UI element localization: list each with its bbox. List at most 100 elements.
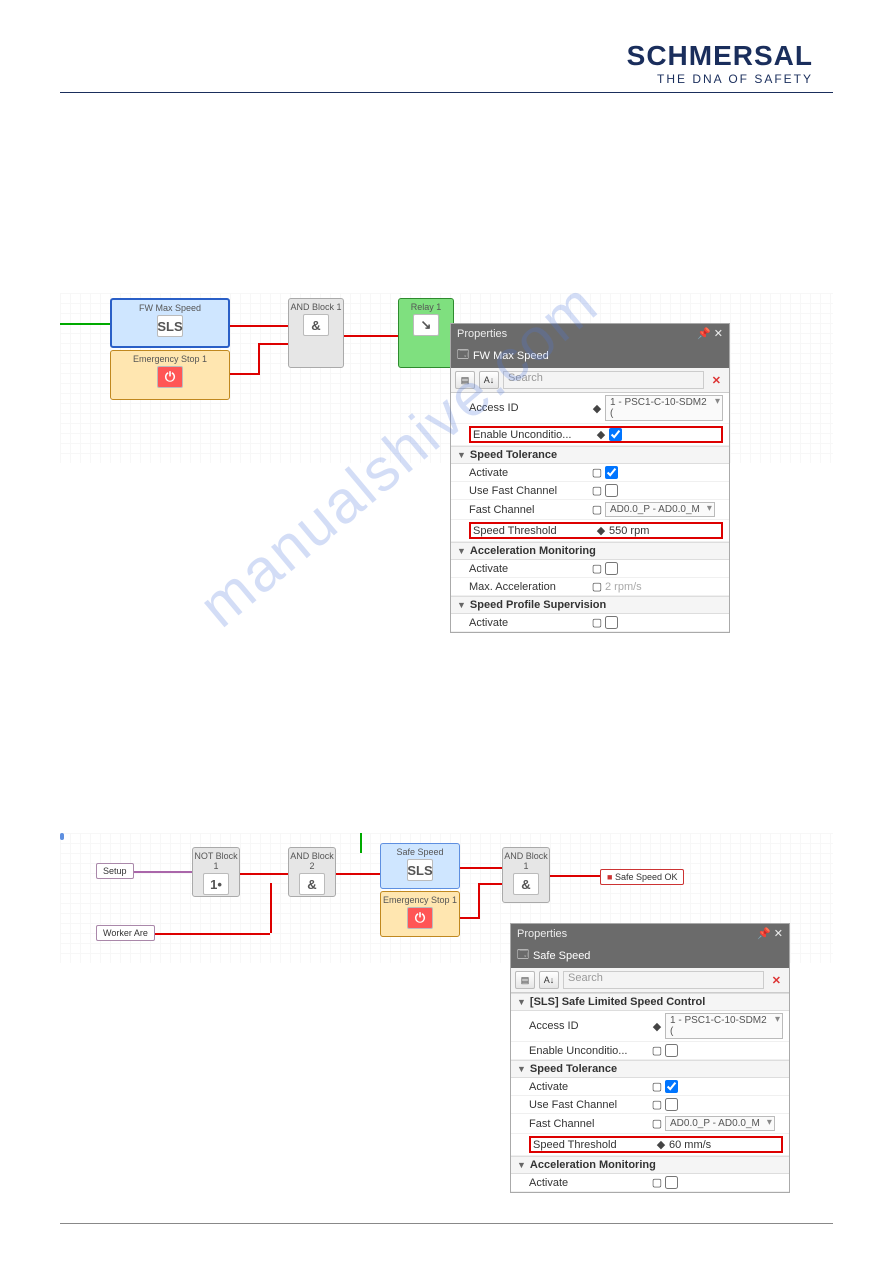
categorize-button[interactable]: ▤	[455, 371, 475, 389]
square-icon: ▢	[589, 562, 605, 575]
block-safe-speed[interactable]	[60, 833, 64, 840]
prop-label: Max. Acceleration	[469, 581, 589, 593]
wire	[258, 343, 260, 375]
wire	[458, 867, 503, 869]
search-input[interactable]: Search	[563, 971, 764, 989]
group-accel-monitoring[interactable]: ▼ Acceleration Monitoring	[511, 1156, 789, 1174]
wire	[360, 833, 362, 853]
block-and-2[interactable]: AND Block 2 &	[288, 847, 336, 897]
panel-toolbar: ▤ A↓ Search ✕	[451, 368, 729, 393]
block-label: AND Block 2	[289, 851, 335, 871]
collapse-icon: ▼	[457, 546, 466, 556]
prop-value: 2 rpm/s	[605, 581, 723, 593]
prop-row-enable-uncond[interactable]: Enable Unconditio... ▢	[511, 1042, 789, 1060]
group-speed-tolerance[interactable]: ▼ Speed Tolerance	[451, 446, 729, 464]
prop-row-fastchannel-val[interactable]: Fast Channel ▢ AD0.0_P - AD0.0_M	[511, 1114, 789, 1134]
block-label: Safe Speed OK	[615, 872, 678, 882]
fastchannel-dropdown[interactable]: AD0.0_P - AD0.0_M	[605, 502, 715, 517]
prop-row-fastchannel[interactable]: Use Fast Channel ▢	[511, 1096, 789, 1114]
enable-uncond-checkbox[interactable]	[609, 428, 622, 441]
prop-label: Access ID	[469, 402, 589, 414]
activate-checkbox[interactable]	[605, 616, 618, 629]
block-safe-speed[interactable]: Safe Speed SLS	[380, 843, 460, 889]
sort-az-button[interactable]: A↓	[539, 971, 559, 989]
panel-buttons: 📌 ✕	[697, 327, 723, 340]
panel-subtitle-row: 🗔 FW Max Speed	[451, 343, 729, 368]
categorize-button[interactable]: ▤	[515, 971, 535, 989]
prop-value: 550 rpm	[609, 525, 719, 537]
block-emergency-stop[interactable]: Emergency Stop 1 ⏻	[110, 350, 230, 400]
prop-row-fastchannel-val[interactable]: Fast Channel ▢ AD0.0_P - AD0.0_M	[451, 500, 729, 520]
block-safe-speed-ok[interactable]: ■ Safe Speed OK	[600, 869, 684, 885]
access-id-dropdown[interactable]: 1 - PSC1-C-10-SDM2 (	[665, 1013, 783, 1039]
diamond-icon: ◆	[593, 524, 609, 537]
estop-icon: ⏻	[157, 366, 183, 388]
prop-row-activate[interactable]: Activate ▢	[511, 1078, 789, 1096]
wire	[146, 933, 270, 935]
block-label: NOT Block 1	[193, 851, 239, 871]
fastchannel-checkbox[interactable]	[665, 1098, 678, 1111]
fastchannel-checkbox[interactable]	[605, 484, 618, 497]
activate-checkbox[interactable]	[605, 562, 618, 575]
collapse-icon: ▼	[517, 997, 526, 1007]
prop-label: Speed Threshold	[533, 1139, 653, 1151]
block-fw-max-speed[interactable]: FW Max Speed SLS	[110, 298, 230, 348]
prop-row-activate[interactable]: Activate ▢	[451, 464, 729, 482]
block-relay-1[interactable]: Relay 1 ↘	[398, 298, 454, 368]
block-and-1b[interactable]: AND Block 1 &	[502, 847, 550, 903]
panel-titlebar[interactable]: Properties 📌 ✕	[511, 924, 789, 943]
prop-row-maxaccel[interactable]: Max. Acceleration ▢ 2 rpm/s	[451, 578, 729, 596]
wire	[336, 873, 386, 875]
activate-checkbox[interactable]	[605, 466, 618, 479]
prop-row-activate2[interactable]: Activate ▢	[511, 1174, 789, 1192]
access-id-dropdown[interactable]: 1 - PSC1-C-10-SDM2 (	[605, 395, 723, 421]
panel-icon: 🗔	[457, 346, 469, 365]
prop-row-access-id[interactable]: Access ID ◆ 1 - PSC1-C-10-SDM2 (	[451, 393, 729, 424]
wire	[60, 323, 110, 325]
wire	[132, 871, 192, 873]
enable-uncond-checkbox[interactable]	[665, 1044, 678, 1057]
estop-icon: ⏻	[407, 907, 433, 929]
prop-row-speed-threshold[interactable]: Speed Threshold ◆ 60 mm/s	[511, 1134, 789, 1156]
panel-subtitle-row: 🗔 Safe Speed	[511, 943, 789, 968]
collapse-icon: ▼	[457, 450, 466, 460]
clear-search-icon[interactable]: ✕	[708, 374, 725, 387]
prop-row-speed-threshold[interactable]: Speed Threshold ◆ 550 rpm	[451, 520, 729, 542]
block-label: Safe Speed	[381, 847, 459, 857]
prop-label: Access ID	[529, 1020, 649, 1032]
collapse-icon: ▼	[517, 1064, 526, 1074]
group-sls-control[interactable]: ▼ [SLS] Safe Limited Speed Control	[511, 993, 789, 1011]
prop-row-access-id[interactable]: Access ID ◆ 1 - PSC1-C-10-SDM2 (	[511, 1011, 789, 1042]
and-icon: &	[303, 314, 329, 336]
block-setup[interactable]: Setup	[96, 863, 134, 879]
block-worker[interactable]: Worker Are	[96, 925, 155, 941]
sort-az-button[interactable]: A↓	[479, 371, 499, 389]
prop-row-activate3[interactable]: Activate ▢	[451, 614, 729, 632]
fastchannel-dropdown[interactable]: AD0.0_P - AD0.0_M	[665, 1116, 775, 1131]
panel-icon: 🗔	[517, 946, 529, 965]
group-label: Acceleration Monitoring	[530, 1159, 656, 1171]
block-label: AND Block 1	[289, 302, 343, 312]
group-speed-profile[interactable]: ▼ Speed Profile Supervision	[451, 596, 729, 614]
clear-search-icon[interactable]: ✕	[768, 974, 785, 987]
prop-row-enable-uncond[interactable]: Enable Unconditio... ◆	[451, 424, 729, 446]
prop-row-activate2[interactable]: Activate ▢	[451, 560, 729, 578]
wire	[458, 917, 478, 919]
block-not-1[interactable]: NOT Block 1 1•	[192, 847, 240, 897]
square-icon: ▢	[589, 616, 605, 629]
activate-checkbox[interactable]	[665, 1080, 678, 1093]
prop-label: Fast Channel	[469, 504, 589, 516]
prop-row-fastchannel[interactable]: Use Fast Channel ▢	[451, 482, 729, 500]
collapse-icon: ▼	[457, 600, 466, 610]
activate-checkbox[interactable]	[665, 1176, 678, 1189]
block-emergency-stop-2[interactable]: Emergency Stop 1 ⏻	[380, 891, 460, 937]
square-icon: ▢	[649, 1044, 665, 1057]
panel-buttons: 📌 ✕	[757, 927, 783, 940]
group-accel-monitoring[interactable]: ▼ Acceleration Monitoring	[451, 542, 729, 560]
group-speed-tolerance[interactable]: ▼ Speed Tolerance	[511, 1060, 789, 1078]
panel-titlebar[interactable]: Properties 📌 ✕	[451, 324, 729, 343]
search-input[interactable]: Search	[503, 371, 704, 389]
block-and-1[interactable]: AND Block 1 &	[288, 298, 344, 368]
square-icon: ▢	[649, 1080, 665, 1093]
footer-rule	[60, 1223, 833, 1224]
